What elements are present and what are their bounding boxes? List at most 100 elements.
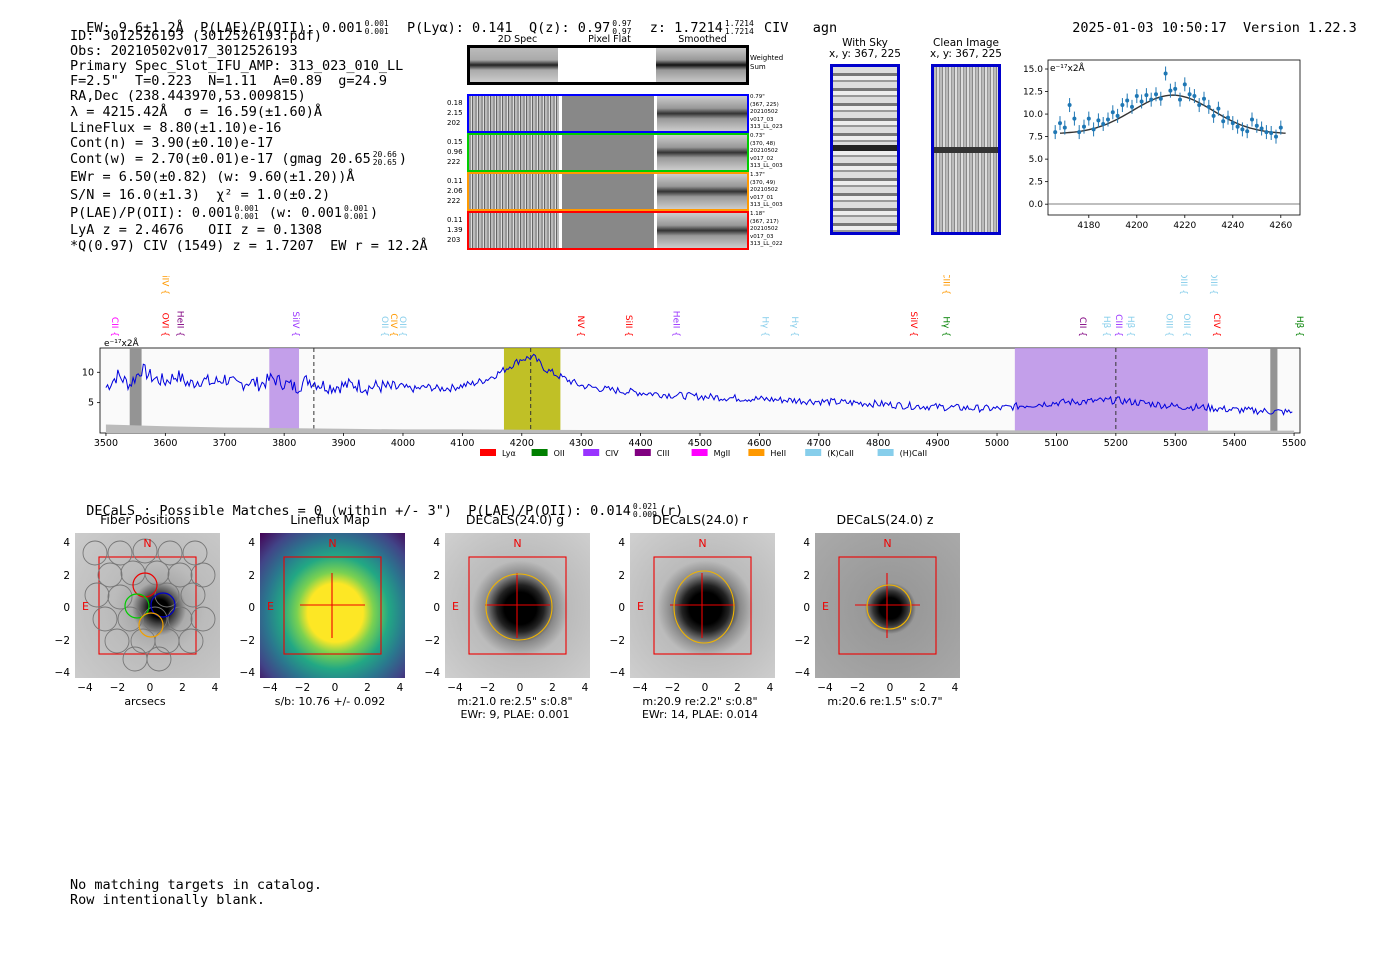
legend-label: (K)CaII — [827, 449, 854, 458]
spectrum-xtick: 4500 — [688, 438, 712, 449]
decals-panel: DECaLS(24.0) z N E 4 2 0 −2 −4 −4 −2 0 2 4 m:20.6 re:… — [795, 512, 990, 727]
info-plae: P(LAE)/P(OII): 0.001 0.001 0.001 (w: 0.001… — [70, 204, 379, 222]
decals-ytick: 4 — [63, 537, 70, 549]
spec2d-row-meta: 0.79" (367, 225) 20210502 v017_03 313_LL_023 — [750, 94, 783, 130]
legend-label: MgII — [714, 449, 731, 458]
decals-ytick: 0 — [618, 602, 625, 614]
decals-ytick: 2 — [63, 569, 70, 582]
decals-ytick: 4 — [433, 537, 440, 549]
decals-ytick: −2 — [794, 634, 810, 647]
spectrum-xtick: 5200 — [1104, 438, 1128, 449]
search-box — [468, 556, 567, 655]
spectrum-xtick: 5100 — [1044, 438, 1068, 449]
info-contw: Cont(w) = 2.70(±0.01)e-17 (gmag 20.65 20.… — [70, 150, 407, 168]
spectrum-ytick: 10 — [82, 367, 94, 378]
decals-ytick: −4 — [424, 667, 440, 679]
zoom-data-point — [1134, 94, 1139, 99]
decals-panel-title: Lineflux Map — [290, 512, 370, 527]
fiber-circle — [104, 628, 130, 654]
emission-line-label: Hγ { — [759, 316, 769, 337]
north-label: N — [883, 537, 891, 550]
fiber-circle — [117, 606, 143, 632]
info-id: ID: 3012526193 (3012526193.pdf) — [70, 28, 322, 44]
zoom-data-point — [1206, 104, 1211, 109]
zoom-data-point — [1101, 121, 1106, 126]
zoom-data-point — [1178, 97, 1182, 102]
zoom-data-point — [1082, 124, 1086, 129]
zoom-fit-curve — [1059, 94, 1286, 134]
spectrum-xtick: 4800 — [866, 438, 890, 449]
zoom-data-point — [1197, 103, 1202, 108]
legend-swatch — [634, 449, 651, 456]
info-ewr: EWr = 6.50(±0.82) (w: 9.60(±1.20))Å — [70, 169, 355, 185]
with-sky-image — [830, 64, 900, 235]
zoom-data-point — [1264, 130, 1269, 135]
spectrum-xtick: 4400 — [629, 438, 653, 449]
spectrum-xtick: 3800 — [272, 438, 296, 449]
zoom-data-point — [1086, 116, 1091, 121]
zoom-data-point — [1259, 126, 1264, 131]
object-type: agn — [812, 20, 838, 36]
zoom-data-point — [1125, 98, 1130, 103]
line-id: CIV — [763, 20, 789, 36]
decals-ytick: −2 — [424, 634, 440, 647]
spectrum-xtick: 4100 — [450, 438, 474, 449]
pixelflat-header: Pixel Flat — [588, 34, 631, 45]
info-obs: Obs: 20210502v017_3012526193 — [70, 43, 298, 59]
spectrum-region — [1270, 348, 1278, 433]
smoothed-header: Smoothed — [678, 34, 727, 45]
decals-xtick: 4 — [766, 682, 774, 694]
spectrum-xtick: 4700 — [807, 438, 831, 449]
qz-value: Q(z): 0.97 — [528, 20, 611, 36]
zoom-data-point — [1221, 119, 1226, 124]
clean-image-xy: x, y: 367, 225 — [930, 48, 1002, 60]
plae-value: P(LAE)/P(OII): 0.001 — [200, 20, 363, 36]
fiber-circle — [84, 582, 110, 608]
spec2d-row-stats: 0.11 1.39 203 — [447, 216, 463, 244]
fiber-circle — [167, 606, 193, 632]
decals-ytick: −2 — [54, 634, 70, 647]
zoom-ytick: 0.0 — [1029, 200, 1044, 210]
info-primary: Primary Spec_Slot_IFU_AMP: 313_023_010_L… — [70, 58, 404, 74]
fiber-circle — [122, 646, 148, 672]
fiber-circle — [107, 584, 133, 610]
decals-caption: m:20.6 re:1.5" s:0.7" — [827, 695, 943, 708]
decals-xtick: 2 — [549, 682, 556, 694]
zoom-data-point — [1226, 115, 1230, 120]
spec2d-row-meta: 1.37" (370, 49) 20210502 v017_01 313_LL_003 — [750, 172, 783, 208]
spec2d-row-stats: 0.15 0.96 222 — [447, 138, 463, 166]
zoom-data-point — [1240, 127, 1245, 132]
zoom-data-point — [1250, 117, 1254, 122]
zoom-data-point — [1187, 92, 1192, 97]
legend-label: OII — [554, 449, 565, 458]
decals-caption: m:20.9 re:2.2" s:0.8" — [642, 695, 758, 708]
weighted-sum-box — [467, 45, 749, 85]
legend-swatch — [583, 449, 600, 456]
spectrum-xtick: 5300 — [1163, 438, 1187, 449]
zoom-data-point — [1254, 123, 1259, 128]
decals-xtick: 0 — [886, 682, 894, 694]
emission-line-label: SiII { — [623, 315, 633, 337]
info-civ: *Q(0.97) CIV (1549) z = 1.7207 EW r = 12… — [70, 238, 428, 254]
spectrum-xtick: 4300 — [569, 438, 593, 449]
emission-line-label: OII { — [397, 316, 407, 337]
info-lineflux: LineFlux = 8.80(±1.10)e-16 — [70, 120, 282, 136]
zoom-data-point — [1053, 130, 1058, 135]
zoom-ytick: 7.5 — [1029, 133, 1043, 143]
decals-ytick: 4 — [618, 537, 625, 549]
east-label: E — [267, 600, 274, 613]
emission-line-label: CIV { — [1211, 313, 1221, 337]
spectrum-region — [269, 348, 300, 433]
fiber-circle — [190, 562, 216, 588]
timestamp: 2025-01-03 10:50:17 — [1072, 20, 1227, 36]
version: Version 1.22.3 — [1242, 20, 1357, 36]
timestamp-version: 2025-01-03 10:50:17 Version 1.22.3 — [1056, 4, 1357, 36]
east-label: E — [822, 600, 829, 613]
fiber-circle — [180, 582, 206, 608]
with-sky-xy: x, y: 367, 225 — [829, 48, 901, 60]
zoom-data-point — [1211, 113, 1216, 118]
zoom-xtick: 4220 — [1173, 221, 1196, 231]
zoom-data-point — [1182, 82, 1187, 87]
z-value: z: 1.7214 — [649, 20, 723, 36]
spec2d-row-meta: 1.18" (367, 217) 20210502 v017_03 313_LL_022 — [750, 211, 783, 247]
